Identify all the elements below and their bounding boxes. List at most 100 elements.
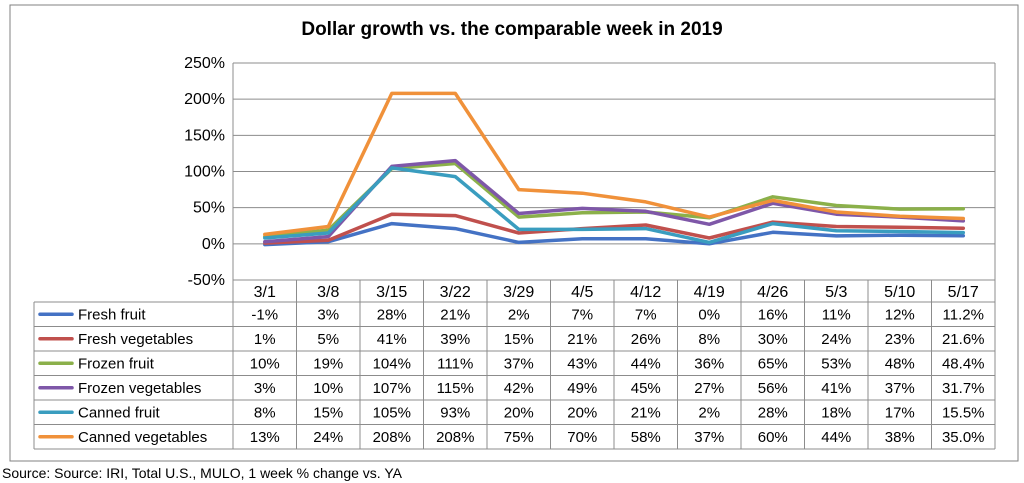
legend-label: Canned fruit [78,404,161,421]
table-cell: 8% [698,331,720,348]
table-cell: 11% [822,306,851,323]
table-cell: 18% [821,404,851,421]
series-line [263,166,966,245]
table-cell: 115% [437,380,474,397]
table-cell: 7% [571,306,593,323]
table-cell: 3% [254,380,276,397]
table-cell: 2% [698,404,720,421]
table-cell: 7% [635,306,657,323]
table-cell: 20% [504,404,534,421]
data-table: 3/1 3/8 3/15 3/22 3/29 4/5 4/12 4/19 4/26 5/3 5/10… [33,279,996,450]
table-cell: 10% [313,380,343,397]
table-cell: 31.7% [942,380,985,397]
table-cell: 2% [508,306,530,323]
x-tick-label: 4/5 [571,284,593,301]
table-cell: 42% [504,380,534,397]
table-cell: 27% [694,380,724,397]
series-line [263,212,966,245]
table-cell: 105% [373,404,411,421]
table-cell: 26% [631,331,661,348]
table-cell: 208% [436,429,474,446]
table-cell: 12% [885,306,915,323]
source-note: Source: Source: IRI, Total U.S., MULO, 1… [2,465,402,481]
table-cell: 1% [254,331,276,348]
table-cell: 30% [758,331,788,348]
table-cell: 56% [758,380,788,397]
table-cell: -1% [251,306,278,323]
x-tick-label: 3/15 [376,284,407,301]
legend-label: Fresh fruit [78,306,146,323]
table-cell: 58% [631,429,661,446]
table-cell: 75% [504,429,534,446]
table-cell: 0% [698,306,720,323]
x-tick-label: 3/29 [503,284,534,301]
x-tick-label: 4/19 [694,284,725,301]
y-tick-label: 0% [202,236,225,253]
table-cell: 35.0% [942,429,985,446]
table-cell: 39% [440,331,470,348]
table-cell: 11.2% [943,306,984,323]
table-cell: 37% [694,429,724,446]
table-cell: 44% [631,355,661,372]
table-cell: 24% [313,429,343,446]
table-cell: 93% [440,404,470,421]
table-cell: 16% [758,306,788,323]
legend-label: Fresh vegetables [78,331,193,348]
table-cell: 28% [377,306,407,323]
table-cell: 107% [373,380,411,397]
table-cell: 37% [885,380,915,397]
x-tick-label: 4/12 [630,284,661,301]
table-cell: 38% [885,429,915,446]
table-cell: 41% [377,331,407,348]
x-tick-label: 5/3 [825,284,847,301]
table-cell: 49% [567,380,597,397]
table-cell: 15% [313,404,343,421]
table-cell: 8% [254,404,276,421]
table-cell: 10% [250,355,280,372]
table-cell: 17% [885,404,915,421]
table-cell: 28% [758,404,788,421]
y-axis: -50% 0% 50% 100% 150% 200% 250% [184,55,225,289]
series-line [263,91,966,237]
table-cell: 15% [504,331,534,348]
series-lines [263,91,966,247]
table-cell: 48% [885,355,915,372]
x-tick-label: 4/26 [757,284,788,301]
x-tick-label: 5/17 [948,284,979,301]
table-cell: 60% [758,429,788,446]
x-tick-label: 3/22 [440,284,471,301]
series-line [263,221,966,247]
y-tick-label: 200% [184,91,225,108]
table-cell: 208% [373,429,411,446]
table-cell: 36% [694,355,724,372]
legend-label: Frozen fruit [78,355,155,372]
legend-label: Frozen vegetables [78,380,201,397]
chart-title: Dollar growth vs. the comparable week in… [301,19,722,40]
y-tick-label: 250% [184,55,225,72]
x-tick-label: 3/8 [317,284,339,301]
table-cell: 19% [313,355,343,372]
y-tick-label: 50% [193,200,225,217]
table-cell: 65% [758,355,788,372]
table-cell: 48.4% [942,355,985,372]
y-tick-label: -50% [188,272,225,289]
table-cell: 24% [821,331,851,348]
table-cell: 21% [631,404,661,421]
table-cell: 41% [821,380,851,397]
x-tick-label: 3/1 [254,284,276,301]
table-cell: 70% [567,429,597,446]
table-cell: 111% [437,355,473,372]
table-cell: 23% [885,331,915,348]
x-tick-label: 5/10 [884,284,915,301]
table-cell: 5% [317,331,339,348]
table-cell: 53% [821,355,851,372]
table-cell: 21% [440,306,470,323]
table-cell: 21% [567,331,597,348]
y-tick-label: 100% [184,164,225,181]
table-cell: 13% [250,429,280,446]
table-cell: 37% [504,355,534,372]
table-cell: 45% [631,380,661,397]
table-cell: 43% [567,355,597,372]
table-cell: 21.6% [942,331,985,348]
table-cell: 20% [567,404,597,421]
